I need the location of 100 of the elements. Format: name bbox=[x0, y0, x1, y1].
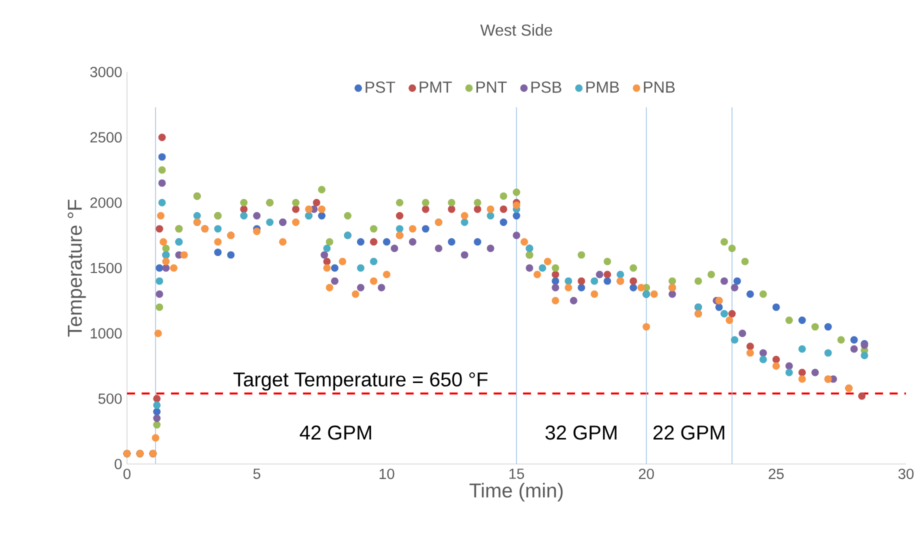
point bbox=[326, 238, 334, 246]
point bbox=[486, 205, 494, 213]
point bbox=[240, 198, 248, 206]
x-tick-label: 25 bbox=[768, 468, 784, 480]
point bbox=[162, 258, 170, 266]
point bbox=[772, 303, 780, 311]
y-tick-label: 1000 bbox=[90, 328, 122, 339]
point bbox=[352, 290, 360, 298]
point bbox=[500, 192, 508, 200]
point bbox=[785, 316, 793, 324]
point bbox=[637, 284, 645, 292]
point bbox=[305, 205, 313, 213]
point bbox=[552, 296, 560, 304]
point bbox=[590, 277, 598, 285]
point bbox=[422, 205, 430, 213]
point bbox=[811, 323, 819, 331]
point bbox=[156, 277, 164, 285]
point bbox=[630, 277, 638, 285]
point bbox=[604, 258, 612, 266]
point bbox=[158, 134, 166, 142]
y-tick-label: 3000 bbox=[90, 66, 122, 78]
point bbox=[730, 336, 738, 344]
point bbox=[474, 198, 482, 206]
point bbox=[759, 290, 767, 298]
point bbox=[153, 394, 161, 402]
point bbox=[214, 238, 222, 246]
x-tick-label: 20 bbox=[638, 468, 654, 480]
point bbox=[850, 345, 858, 353]
point bbox=[720, 310, 728, 318]
point bbox=[474, 205, 482, 213]
point bbox=[460, 251, 468, 259]
point bbox=[544, 258, 552, 266]
point bbox=[512, 202, 520, 210]
point bbox=[160, 238, 168, 246]
point bbox=[323, 258, 331, 266]
point bbox=[170, 264, 178, 272]
point bbox=[596, 270, 604, 278]
point bbox=[552, 270, 560, 278]
point bbox=[604, 270, 612, 278]
legend-label: PMB bbox=[586, 82, 619, 93]
point bbox=[153, 414, 161, 422]
annotation: 32 GPM bbox=[545, 426, 616, 440]
point bbox=[616, 270, 624, 278]
point bbox=[422, 198, 430, 206]
point bbox=[798, 375, 806, 383]
point bbox=[500, 218, 508, 226]
point bbox=[741, 258, 749, 266]
point bbox=[837, 336, 845, 344]
point bbox=[730, 284, 738, 292]
point bbox=[726, 316, 734, 324]
point bbox=[486, 212, 494, 220]
annotation: Target Temperature = 650 °F bbox=[233, 372, 488, 390]
point bbox=[156, 303, 164, 311]
point bbox=[798, 345, 806, 353]
point bbox=[564, 284, 572, 292]
point bbox=[824, 349, 832, 357]
point bbox=[630, 264, 638, 272]
point bbox=[785, 368, 793, 376]
point bbox=[578, 277, 586, 285]
point bbox=[630, 284, 638, 292]
point bbox=[534, 270, 542, 278]
point bbox=[728, 310, 736, 318]
point bbox=[154, 330, 162, 338]
point bbox=[214, 225, 222, 233]
point bbox=[158, 166, 166, 174]
legend-label: PST bbox=[366, 82, 396, 93]
point bbox=[338, 258, 346, 266]
point bbox=[738, 330, 746, 338]
point bbox=[292, 198, 300, 206]
point bbox=[448, 205, 456, 213]
point bbox=[512, 212, 520, 220]
point bbox=[824, 323, 832, 331]
point bbox=[356, 238, 364, 246]
point bbox=[512, 188, 520, 196]
point bbox=[326, 284, 334, 292]
y-tick-label: 2000 bbox=[90, 197, 122, 208]
point bbox=[552, 284, 560, 292]
point bbox=[158, 179, 166, 187]
point bbox=[746, 342, 754, 350]
point bbox=[312, 198, 320, 206]
point bbox=[552, 277, 560, 285]
point bbox=[331, 264, 338, 272]
point bbox=[240, 205, 248, 213]
point bbox=[538, 264, 546, 272]
point bbox=[746, 290, 754, 298]
point bbox=[759, 356, 767, 364]
point bbox=[578, 284, 586, 292]
point bbox=[156, 225, 164, 233]
point bbox=[785, 362, 793, 370]
point bbox=[378, 284, 386, 292]
point bbox=[460, 212, 468, 220]
point bbox=[331, 277, 338, 285]
point bbox=[448, 198, 456, 206]
point bbox=[396, 225, 404, 233]
point bbox=[772, 356, 780, 364]
point bbox=[320, 251, 328, 259]
point bbox=[214, 248, 222, 256]
point bbox=[158, 198, 166, 206]
point bbox=[193, 212, 201, 220]
point bbox=[578, 251, 586, 259]
